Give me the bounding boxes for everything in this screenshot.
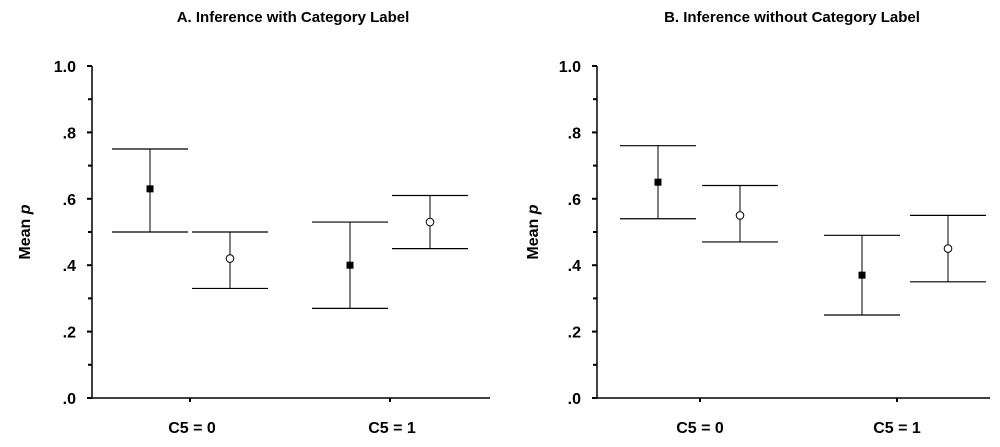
y-tick-label: 1.0 [54, 59, 76, 76]
y-tick-label: .8 [568, 125, 581, 142]
y-axis-label: Mean p [525, 204, 542, 259]
data-point-filled-square [146, 185, 154, 193]
data-point-filled-square [654, 178, 662, 186]
chart-panel-b: B. Inference without Category Label Mean … [525, 9, 990, 437]
x-category-label: C5 = 1 [873, 420, 921, 437]
y-tick-label: .0 [568, 391, 581, 408]
x-category-label: C5 = 1 [368, 420, 416, 437]
y-tick-label: 1.0 [559, 59, 581, 76]
chart-title: A. Inference with Category Label [177, 9, 410, 26]
x-category-label: C5 = 0 [168, 420, 216, 437]
data-point-open-circle [225, 254, 235, 263]
y-tick-label: .6 [568, 192, 581, 209]
y-axis-label-variable: p [525, 204, 542, 215]
y-tick-label: .2 [63, 325, 76, 342]
chart-title: B. Inference without Category Label [664, 9, 920, 26]
y-axis-label-text: Mean [17, 214, 34, 259]
data-point-open-circle [735, 211, 745, 220]
y-tick-label: .8 [63, 125, 76, 142]
y-tick-label: .4 [568, 258, 581, 275]
y-tick-label: .6 [63, 192, 76, 209]
chart-panel-a: A. Inference with Category Label Mean p .0… [17, 9, 490, 437]
y-tick-label: .2 [568, 325, 581, 342]
y-tick-label: .0 [63, 391, 76, 408]
data-point-open-circle [425, 217, 435, 227]
y-tick-label: .4 [63, 258, 76, 275]
data-point-open-circle [943, 244, 953, 253]
y-axis-label-text: Mean [525, 214, 542, 259]
y-axis-label: Mean p [17, 204, 34, 259]
data-point-filled-square [346, 261, 354, 269]
y-axis-label-variable: p [17, 204, 34, 215]
data-point-filled-square [858, 271, 866, 279]
x-category-label: C5 = 0 [676, 420, 724, 437]
